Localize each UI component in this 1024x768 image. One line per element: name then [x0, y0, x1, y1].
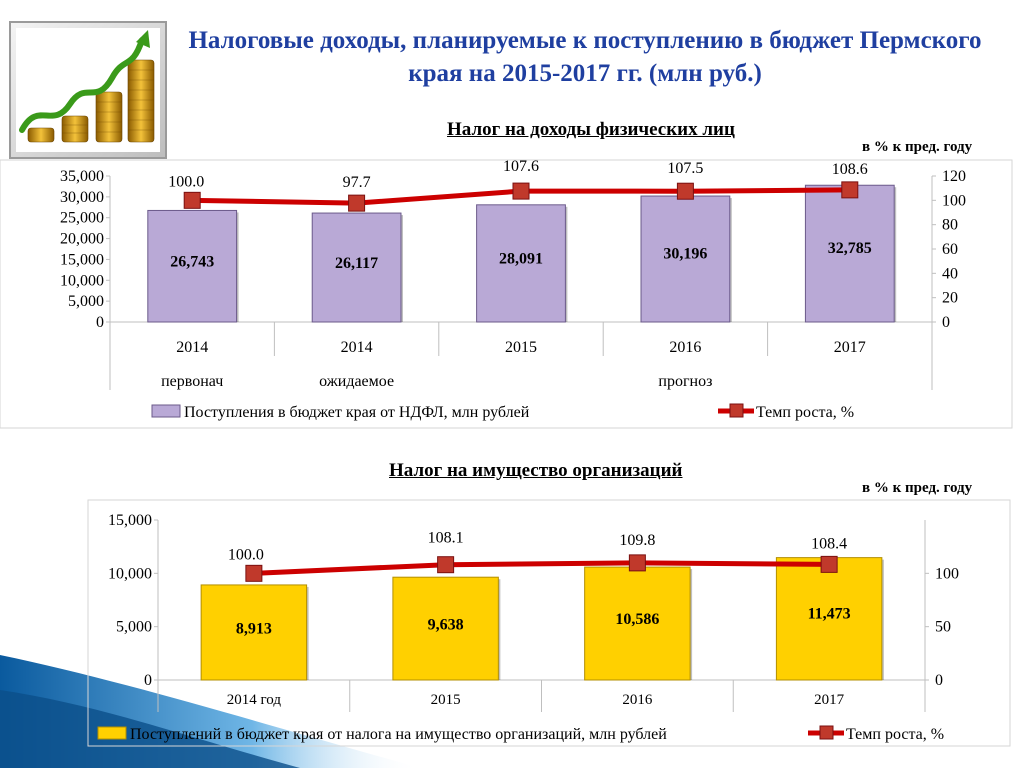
chart1-category-label: 2014 — [341, 339, 373, 356]
chart1-growth-label: 97.7 — [343, 174, 371, 191]
chart1-ytick-label: 25,000 — [60, 210, 104, 227]
chart2-growth-marker — [628, 554, 646, 572]
chart2-bar-value-label: 9,638 — [428, 616, 464, 633]
chart2-legend-line-label: Темп роста, % — [846, 726, 944, 743]
chart1-growth-marker — [512, 182, 530, 200]
chart1-legend-bar-label: Поступления в бюджет края от НДФЛ, млн р… — [184, 404, 530, 421]
chart1-bar — [476, 204, 566, 323]
chart1-legend-bar-swatch — [151, 404, 181, 418]
chart1-growth-marker — [841, 181, 859, 199]
chart2-growth-label: 108.1 — [428, 530, 464, 547]
chart1-growth-label: 107.5 — [667, 160, 703, 177]
chart1-y2tick-label: 80 — [942, 217, 958, 234]
chart2-growth-marker — [245, 564, 263, 582]
chart2-category-label: 2015 — [431, 692, 461, 708]
chart1-growth-marker — [183, 191, 201, 209]
chart2-y2tick-label: 50 — [935, 619, 951, 636]
chart1-ytick-label: 10,000 — [60, 272, 104, 289]
chart2-ytick-label: 0 — [144, 672, 152, 689]
chart1-bar-value-label: 28,091 — [499, 251, 543, 268]
chart1-y2tick-label: 100 — [942, 192, 966, 209]
chart1-bar — [147, 209, 238, 323]
chart1-ytick-label: 5,000 — [68, 293, 104, 310]
chart1-category-label: 2017 — [834, 339, 866, 356]
chart2-ytick-label: 5,000 — [116, 619, 152, 636]
chart1-bar-value-label: 32,785 — [828, 240, 872, 257]
chart1-category-group-label: ожидаемое — [319, 373, 394, 390]
chart1-bar-value-label: 26,117 — [335, 255, 378, 272]
chart2-ytick-label: 10,000 — [108, 565, 152, 582]
chart2-frame — [87, 499, 1011, 747]
chart1-category-label: 2015 — [505, 339, 537, 356]
chart2-growth-marker — [437, 556, 455, 574]
chart2-category-label: 2016 — [622, 692, 653, 708]
chart1-ytick-label: 15,000 — [60, 251, 104, 268]
chart1-bar — [311, 212, 402, 323]
chart1-y2tick-label: 20 — [942, 290, 958, 307]
chart2-legend-line-marker — [819, 725, 834, 740]
chart2-bar-value-label: 10,586 — [615, 611, 659, 628]
chart1-category-group-label: прогноз — [658, 373, 712, 390]
chart1-ytick-label: 35,000 — [60, 168, 104, 185]
chart2-growth-label: 108.4 — [811, 535, 847, 552]
chart2-bar — [392, 576, 499, 681]
chart2-category-label: 2017 — [814, 692, 845, 708]
chart1-bar — [804, 184, 895, 323]
chart1-ytick-label: 20,000 — [60, 231, 104, 248]
chart2-ytick-label: 15,000 — [108, 512, 152, 529]
chart1-ytick-label: 0 — [96, 314, 104, 331]
chart2-y2tick-label: 0 — [935, 672, 943, 689]
chart1-bar — [640, 195, 731, 323]
chart1-category-label: 2014 — [176, 339, 208, 356]
chart1-category-label: 2016 — [669, 339, 701, 356]
chart2-legend-bar-swatch — [97, 726, 127, 740]
chart1-y2tick-label: 60 — [942, 241, 958, 258]
chart2-y2tick-label: 100 — [935, 565, 959, 582]
chart1-y2tick-label: 40 — [942, 265, 958, 282]
coin-stacks-growth-icon — [9, 21, 167, 159]
page-title: Налоговые доходы, планируемые к поступле… — [188, 27, 982, 87]
chart1-growth-marker — [676, 182, 694, 200]
chart2-growth-line — [253, 560, 830, 576]
chart1-y2tick-label: 0 — [942, 314, 950, 331]
chart1-ytick-label: 30,000 — [60, 189, 104, 206]
chart1-growth-label: 100.0 — [168, 173, 204, 190]
chart1-category-group-label: первонач — [161, 373, 223, 390]
chart2-bar-value-label: 8,913 — [236, 621, 272, 638]
chart2-bar — [584, 566, 691, 681]
chart1-legend-line-label: Темп роста, % — [756, 404, 854, 421]
chart1-growth-label: 107.6 — [503, 158, 539, 175]
chart1-frame — [0, 159, 1013, 429]
chart1-title: Налог на доходы физических лиц — [447, 119, 735, 140]
chart2-legend-bar-label: Поступлений в бюджет края от налога на и… — [130, 726, 667, 743]
chart1-legend-line-marker — [729, 403, 744, 418]
chart2-secondary-axis-label: в % к пред. году — [862, 480, 973, 496]
chart1-bar-value-label: 30,196 — [663, 246, 707, 263]
chart2-growth-label: 100.0 — [228, 546, 264, 563]
chart1-secondary-axis-label: в % к пред. году — [862, 139, 973, 155]
chart2-bar-value-label: 11,473 — [808, 606, 851, 623]
chart1-growth-marker — [348, 194, 366, 212]
chart2-bar — [775, 557, 883, 681]
chart2-bar — [200, 584, 308, 681]
chart1-bar-value-label: 26,743 — [170, 254, 214, 271]
chart2-growth-label: 109.8 — [619, 532, 655, 549]
chart2-category-label: 2014 год — [227, 692, 282, 708]
chart2-title: Налог на имущество организаций — [389, 460, 683, 481]
chart1-y2tick-label: 120 — [942, 168, 966, 185]
chart2-growth-marker — [820, 555, 838, 573]
chart1-growth-label: 108.6 — [832, 161, 868, 178]
